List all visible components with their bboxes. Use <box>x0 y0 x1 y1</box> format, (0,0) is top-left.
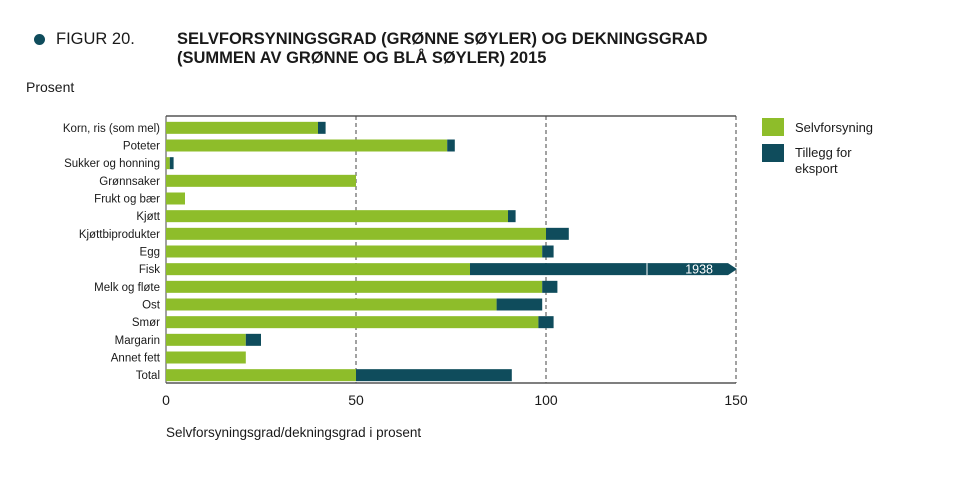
legend-label-selvforsyning: Selvforsyning <box>795 120 873 135</box>
unit-label: Prosent <box>26 79 75 95</box>
category-label: Egg <box>140 247 160 259</box>
bar-selvforsyning <box>166 280 543 293</box>
bar-eksport <box>546 227 569 240</box>
title-bullet-icon <box>34 34 45 45</box>
bar-selvforsyning <box>166 192 185 205</box>
x-tick-label: 0 <box>162 392 170 408</box>
category-label: Kjøttbiprodukter <box>79 229 160 241</box>
bar-eksport <box>245 333 261 346</box>
bar-selvforsyning <box>166 298 497 311</box>
bar-eksport <box>542 245 554 258</box>
bar-selvforsyning <box>166 227 546 240</box>
category-label: Annet fett <box>111 353 161 365</box>
category-label: Kjøtt <box>136 211 160 223</box>
x-tick-label: 150 <box>724 392 748 408</box>
category-label: Grønnsaker <box>99 176 160 188</box>
bar-eksport <box>538 316 554 329</box>
category-label: Korn, ris (som mel) <box>63 123 160 135</box>
bar-selvforsyning <box>166 174 356 187</box>
bar-eksport <box>508 210 516 223</box>
category-label: Poteter <box>123 141 160 153</box>
bar-selvforsyning <box>166 333 246 346</box>
category-label: Smør <box>132 317 160 329</box>
category-label: Melk og fløte <box>94 282 160 294</box>
bar-selvforsyning <box>166 369 356 382</box>
category-label: Sukker og honning <box>64 158 160 170</box>
category-label: Margarin <box>115 335 160 347</box>
bar-eksport <box>318 121 326 134</box>
legend-label-eksport: Tillegg for eksport <box>795 145 852 176</box>
bar-eksport <box>356 369 512 382</box>
value-annotation: 1938 <box>685 263 713 277</box>
bar-selvforsyning <box>166 245 543 258</box>
category-label: Total <box>136 370 160 382</box>
category-label: Fisk <box>139 264 160 276</box>
bar-eksport <box>496 298 543 311</box>
bar-eksport <box>542 280 558 293</box>
category-label: Frukt og bær <box>94 194 160 206</box>
category-label: Ost <box>142 300 161 312</box>
bar-eksport <box>169 157 174 170</box>
bar-selvforsyning <box>166 316 539 329</box>
legend-swatch-eksport <box>762 144 784 162</box>
bar-eksport <box>447 139 455 152</box>
bar-selvforsyning <box>166 263 470 276</box>
figure-heading: SELVFORSYNINGSGRAD (GRØNNE SØYLER) OG DE… <box>177 30 708 67</box>
bar-selvforsyning <box>166 210 508 223</box>
bar-selvforsyning <box>166 351 246 364</box>
x-tick-label: 50 <box>348 392 364 408</box>
bar-selvforsyning <box>166 139 448 152</box>
figure-number: FIGUR 20. <box>56 30 135 48</box>
bar-selvforsyning <box>166 121 318 134</box>
bar-selvforsyning <box>166 157 170 170</box>
x-tick-label: 100 <box>534 392 558 408</box>
x-axis-title: Selvforsyningsgrad/dekningsgrad i prosen… <box>166 425 421 440</box>
bar-eksport-truncated <box>470 263 737 276</box>
legend-swatch-selvforsyning <box>762 118 784 136</box>
